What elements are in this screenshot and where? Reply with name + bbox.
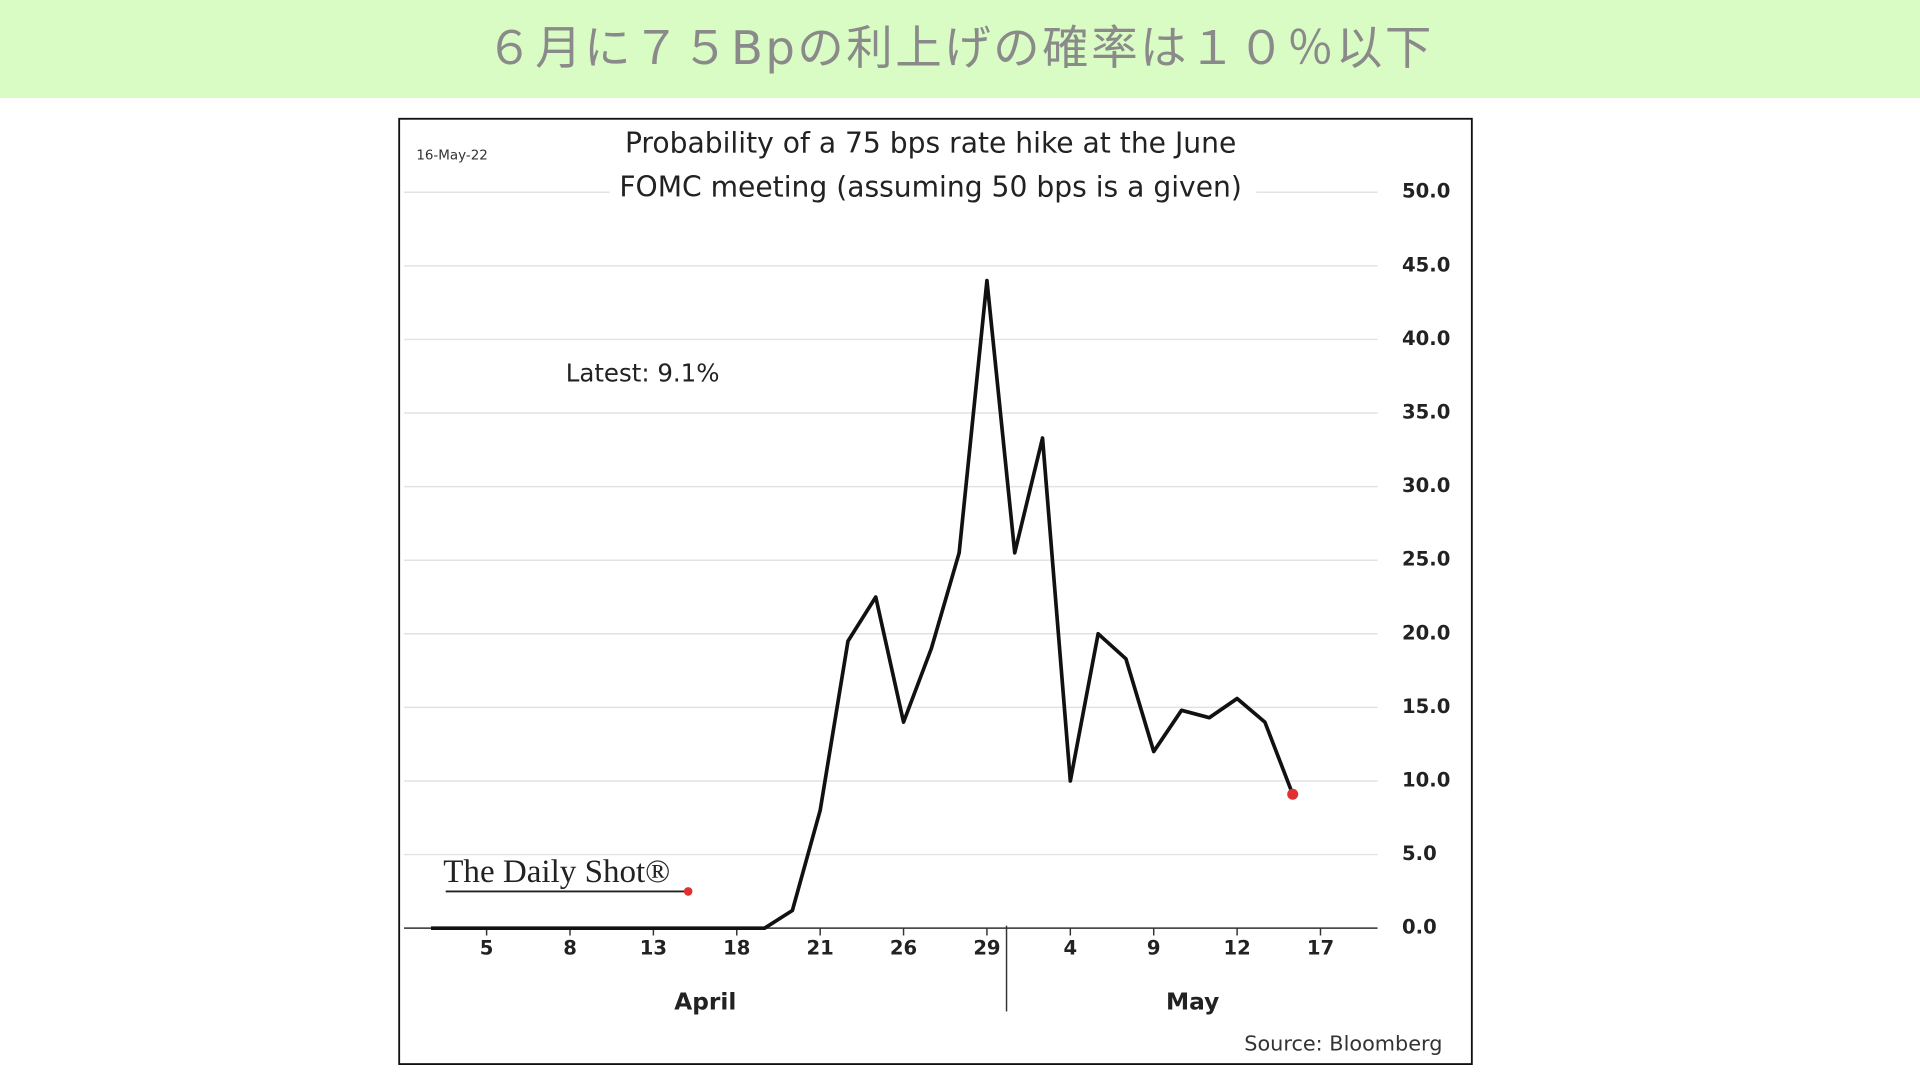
header-title: ６月に７５Bpの利上げの確率は１０％以下 (486, 21, 1434, 75)
annotation-backdrop (477, 342, 818, 407)
x-tick-label: 12 (1223, 936, 1250, 959)
x-tick-label: 13 (640, 936, 667, 959)
x-tick-label: 21 (807, 936, 834, 959)
x-tick-label: 8 (563, 936, 577, 959)
latest-point (1287, 788, 1299, 800)
y-tick-label: 40.0 (1402, 327, 1450, 350)
chart-title: FOMC meeting (assuming 50 bps is a given… (619, 171, 1242, 204)
y-tick-label: 15.0 (1402, 695, 1450, 718)
x-tick-label: 5 (480, 936, 494, 959)
source: Source: Bloomberg (1244, 1031, 1442, 1055)
title-backdrop (609, 122, 1257, 209)
x-tick-label: 26 (890, 936, 917, 959)
x-tick-label: 17 (1307, 936, 1334, 959)
x-tick-label: 4 (1064, 936, 1078, 959)
month-label: April (674, 988, 736, 1015)
y-tick-label: 35.0 (1402, 401, 1450, 424)
brand-dot (683, 887, 693, 896)
y-tick-label: 20.0 (1402, 621, 1450, 644)
y-tick-label: 45.0 (1402, 253, 1450, 276)
y-tick-label: 10.0 (1402, 768, 1450, 791)
x-tick-label: 9 (1147, 936, 1161, 959)
data-line (431, 278, 1295, 931)
annotation: Latest: 9.1% (566, 359, 720, 388)
brand-logo: The Daily Shot® (443, 854, 670, 890)
y-tick-label: 0.0 (1402, 916, 1437, 939)
y-tick-label: 25.0 (1402, 548, 1450, 571)
month-label: May (1166, 988, 1219, 1015)
x-tick-label: 29 (973, 936, 1000, 959)
y-tick-label: 30.0 (1402, 474, 1450, 497)
x-tick-label: 18 (723, 936, 750, 959)
header-band (0, 0, 1920, 98)
y-tick-label: 50.0 (1402, 180, 1450, 203)
date-label: 16-May-22 (416, 149, 488, 164)
chart-title: Probability of a 75 bps rate hike at the… (625, 126, 1236, 159)
y-tick-label: 5.0 (1402, 842, 1437, 865)
chart-frame (398, 117, 1473, 1065)
